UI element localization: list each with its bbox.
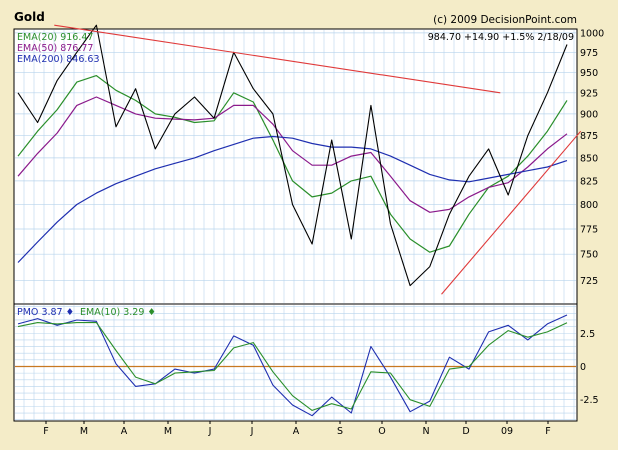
y-tick-label: 975 [580,48,598,59]
x-tick-label: 09 [501,426,513,437]
price-series [17,24,582,295]
y-tick-label: 725 [580,276,598,287]
price-panel [13,28,578,305]
x-tick-label: J [208,426,212,437]
x-tick-label: F [43,426,48,437]
x-tick-label: O [378,426,385,437]
pmo-ema-legend-value: 3.29 [123,307,144,318]
ema20-line [17,74,568,253]
x-tick-label: M [164,426,172,437]
quote-date: 2/18/09 [537,32,574,43]
pmo-legend-label: PMO 3.87 ♦ [17,307,74,318]
y-tick-label: 950 [580,68,598,79]
x-tick-label: S [337,426,343,437]
y-tick-label: 825 [580,176,598,187]
chart-title: Gold [14,10,45,24]
x-tick-label: J [250,426,254,437]
ema50-legend-value: 876.77 [60,43,93,54]
ema20-legend-label: EMA(20) 916.47 [17,32,93,43]
ema200-legend-value: 846.63 [66,54,99,65]
pmo-panel [13,303,578,422]
resistance-trendline [54,24,501,94]
y-tick-label: 1000 [580,28,604,39]
pmo-grid [15,305,576,420]
pmo-legend: PMO 3.87 ♦ EMA(10) 3.29 ♦ [17,307,156,318]
y-tick-label: 775 [580,224,598,235]
ema50-legend-label: EMA(50) 876.77 [17,43,93,54]
ema200-line [17,135,568,263]
pmo-tick-label: -2.5 [580,395,599,406]
y-tick-label: 925 [580,88,598,99]
pmo-legend-value: 3.87 [41,307,62,318]
price-axis: 725 750 775 800 825 850 875 900 925 950 975 1000 [580,28,604,286]
pmo-axis: 2.5 0 -2.5 [580,329,599,406]
pmo-ema-line [17,322,568,411]
x-tick-label: F [545,426,550,437]
x-tick-label: N [422,426,429,437]
pmo-line [17,314,568,417]
quote-readout: 984.70 +14.90 +1.5% 2/18/09 [428,32,574,43]
quote-change: +14.90 [464,32,499,43]
price-line [17,24,568,287]
pmo-series [17,314,568,417]
pmo-ema-legend-label: EMA(10) 3.29 ♦ [80,307,156,318]
ema50-line [17,96,568,213]
y-tick-label: 875 [580,131,598,142]
copyright: (c) 2009 DecisionPoint.com [433,14,577,26]
support-trendline [441,130,582,295]
quote-last: 984.70 [428,32,461,43]
price-grid [15,30,576,303]
quote-change-pct: +1.5% [502,32,534,43]
x-tick-label: A [293,426,300,437]
x-tick-label: M [80,426,88,437]
pmo-tick-label: 2.5 [580,329,595,340]
y-tick-label: 850 [580,153,598,164]
y-tick-label: 750 [580,250,598,261]
x-axis: F M A M J J A S O N D 09 F [43,421,551,437]
pmo-tick-label: 0 [580,362,586,373]
x-tick-label: A [121,426,128,437]
ema20-legend-value: 916.47 [60,32,93,43]
ema200-legend-label: EMA(200) 846.63 [17,54,100,65]
y-tick-label: 800 [580,200,598,211]
y-tick-label: 900 [580,109,598,120]
x-tick-label: D [462,426,469,437]
price-legend: EMA(20) 916.47 EMA(50) 876.77 EMA(200) 8… [17,32,100,65]
